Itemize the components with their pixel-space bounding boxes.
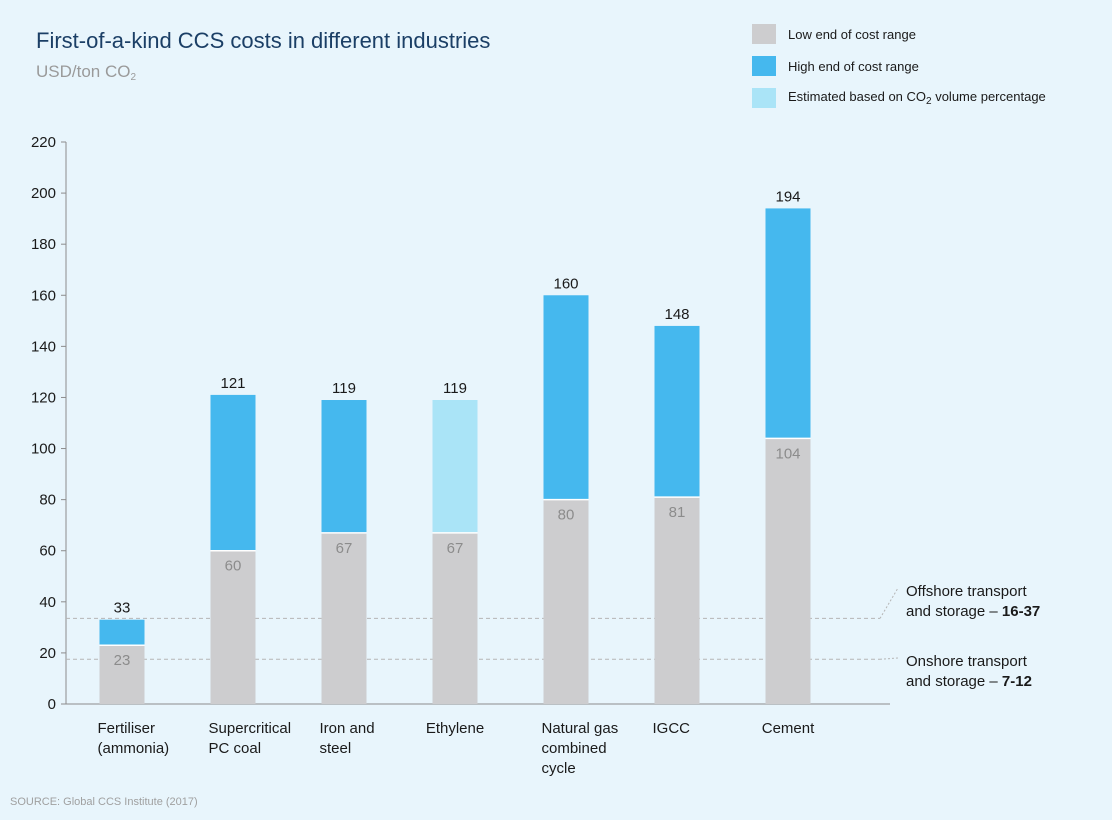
category-label: Iron and: [320, 720, 375, 737]
bar-high-value-label: 194: [775, 188, 800, 205]
bar-high-segment: [99, 619, 145, 646]
reference-leader: [879, 657, 899, 660]
reference-label-prefix: and storage –: [906, 673, 1002, 690]
bar-low-value-label: 80: [558, 507, 575, 524]
reference-label-line2: and storage – 7-12: [906, 673, 1032, 690]
bar-low-value-label: 67: [336, 540, 353, 557]
reference-label-range: 7-12: [1002, 673, 1032, 690]
category-label: Cement: [762, 720, 815, 737]
bar-low-segment: [321, 532, 367, 704]
bar-low-value-label: 60: [225, 558, 242, 575]
y-tick-label: 80: [39, 492, 56, 509]
legend-swatch-estimated: [752, 88, 776, 108]
bar-low-value-label: 81: [669, 504, 686, 521]
y-tick-label: 140: [31, 338, 56, 355]
y-tick-label: 160: [31, 287, 56, 304]
y-tick-label: 180: [31, 236, 56, 253]
bar-high-segment: [543, 295, 589, 500]
legend-item-estimated: Estimated based on CO2 volume percentage: [752, 88, 1046, 108]
bar-estimated-segment: [432, 400, 478, 533]
legend-item-high: High end of cost range: [752, 56, 1046, 76]
bar-high-segment: [321, 400, 367, 533]
reference-label-line1: Offshore transport: [906, 583, 1027, 600]
bar-low-value-label: 104: [775, 445, 800, 462]
legend-swatch-high: [752, 56, 776, 76]
legend: Low end of cost range High end of cost r…: [752, 24, 1046, 120]
bar-high-segment: [765, 208, 811, 439]
reference-leader: [879, 587, 899, 619]
bar-low-segment: [210, 550, 256, 704]
bar-low-segment: [654, 497, 700, 704]
y-tick-label: 220: [31, 134, 56, 151]
chart-title: First-of-a-kind CCS costs in different i…: [36, 28, 491, 53]
bar-high-value-label: 148: [664, 306, 689, 323]
legend-label-low: Low end of cost range: [788, 26, 916, 42]
bar-low-value-label: 67: [447, 540, 464, 557]
chart-subtitle: USD/ton CO2: [36, 62, 137, 83]
legend-label-estimated: Estimated based on CO2 volume percentage: [788, 89, 1046, 107]
category-label: Natural gas: [542, 720, 619, 737]
y-tick-label: 200: [31, 185, 56, 202]
category-label: (ammonia): [98, 740, 170, 757]
bar-high-segment: [210, 394, 256, 551]
y-tick-label: 0: [48, 696, 56, 713]
y-tick-label: 120: [31, 389, 56, 406]
bar-low-segment: [543, 499, 589, 704]
y-tick-label: 100: [31, 441, 56, 458]
bar-low-segment: [432, 532, 478, 704]
reference-label-prefix: and storage –: [906, 603, 1002, 620]
y-tick-label: 60: [39, 543, 56, 560]
bar-high-value-label: 119: [443, 380, 467, 397]
bar-high-value-label: 121: [220, 375, 245, 392]
bar-high-segment: [654, 325, 700, 498]
legend-item-low: Low end of cost range: [752, 24, 1046, 44]
category-label: Supercritical: [209, 720, 292, 737]
bar-high-value-label: 119: [332, 380, 356, 397]
y-tick-label: 40: [39, 594, 56, 611]
bar-high-value-label: 160: [553, 275, 578, 292]
bar-low-segment: [765, 438, 811, 704]
legend-label-high: High end of cost range: [788, 58, 919, 74]
category-label: combined: [542, 740, 607, 757]
category-label: Ethylene: [426, 720, 484, 737]
category-label: IGCC: [653, 720, 691, 737]
bar-low-segment: [99, 645, 145, 704]
category-label: PC coal: [209, 740, 262, 757]
reference-label-line1: Onshore transport: [906, 653, 1028, 670]
y-tick-label: 20: [39, 645, 56, 662]
bar-high-value-label: 33: [114, 600, 131, 617]
reference-label-range: 16-37: [1002, 603, 1040, 620]
reference-label-line2: and storage – 16-37: [906, 603, 1040, 620]
legend-swatch-low: [752, 24, 776, 44]
category-label: steel: [320, 740, 352, 757]
category-label: Fertiliser: [98, 720, 156, 737]
source-note: SOURCE: Global CCS Institute (2017): [10, 796, 198, 808]
bar-low-value-label: 23: [114, 652, 131, 669]
category-label: cycle: [542, 760, 576, 777]
